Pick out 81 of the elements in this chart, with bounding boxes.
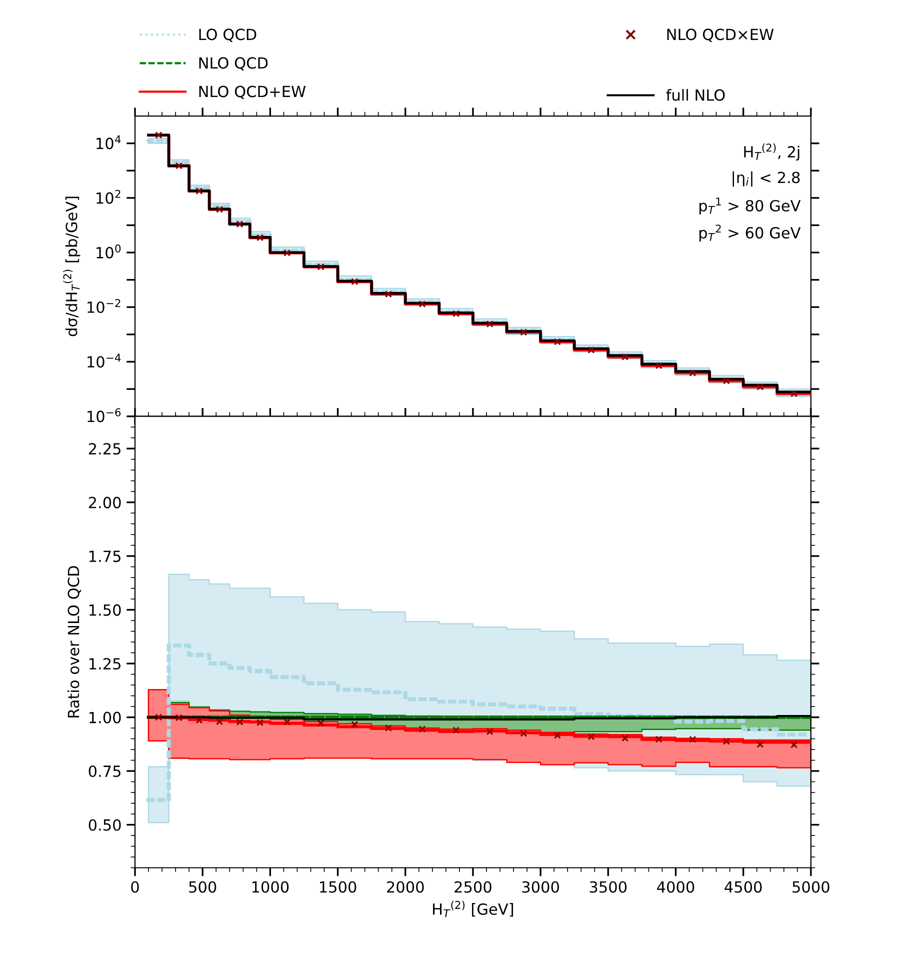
point <box>790 390 798 398</box>
point <box>655 362 662 370</box>
point <box>621 734 629 742</box>
x-tick-label: 4000 <box>657 881 694 893</box>
legend-label: NLO QCD×EW <box>667 28 774 42</box>
point <box>236 718 244 726</box>
point <box>175 714 183 722</box>
point <box>256 719 264 726</box>
x-axis-title: H$_{T}$$^{(2)}$ [GeV] <box>433 900 513 918</box>
point <box>554 338 562 346</box>
y-tick-label: 10$^{−2}$ <box>88 299 120 314</box>
y-tick-label: 1.25 <box>89 658 120 670</box>
point <box>452 310 460 318</box>
point <box>317 263 324 270</box>
x-tick-label: 0 <box>131 881 139 893</box>
point <box>554 732 562 739</box>
point <box>452 726 460 734</box>
point <box>418 300 426 308</box>
point <box>175 162 183 170</box>
point <box>283 718 291 726</box>
y-tick-label: 10$^{0}$ <box>96 244 121 258</box>
point <box>588 346 595 354</box>
y-tick-label: 10$^{2}$ <box>96 190 120 204</box>
point <box>722 738 730 745</box>
point <box>351 278 358 286</box>
y-tick-label: 10$^{4}$ <box>96 135 121 150</box>
legend-label: LO QCD <box>199 28 256 42</box>
x-tick-label: 500 <box>189 881 216 893</box>
annotation: H$_{T}$$^{(2)}$, 2j <box>744 143 800 161</box>
point <box>756 740 764 748</box>
point <box>689 369 696 376</box>
point <box>722 377 730 384</box>
point <box>196 187 203 195</box>
y-tick-label: 0.50 <box>88 819 121 831</box>
x-tick-label: 1500 <box>320 881 356 893</box>
point <box>689 736 696 744</box>
point <box>216 206 224 214</box>
y-tick-label: 0.75 <box>88 765 120 778</box>
y-tick-label: 10$^{−6}$ <box>88 408 121 422</box>
legend-label: NLO QCD+EW <box>199 86 306 100</box>
point <box>155 131 162 139</box>
y-tick-label: 1.75 <box>89 550 120 562</box>
x-tick-label: 2000 <box>387 881 424 893</box>
point <box>256 234 264 242</box>
point <box>520 328 528 336</box>
point <box>384 724 392 732</box>
point <box>756 383 764 390</box>
point <box>655 736 662 743</box>
point <box>236 220 244 228</box>
point <box>384 290 392 298</box>
y-tick-label: 10$^{−4}$ <box>88 354 121 368</box>
x-tick-label: 2500 <box>454 881 492 893</box>
x-tick-label: 3500 <box>590 881 627 893</box>
point <box>418 725 426 733</box>
point <box>486 320 494 328</box>
y-axis-title: dσ/dH$_{T}$$^{(2)}$ [pb/GeV] <box>63 196 80 336</box>
point <box>520 730 528 738</box>
y-tick-label: 1.00 <box>89 712 121 724</box>
annotation: p$_{T}$$^{1}$ > 80 GeV <box>699 198 801 214</box>
point <box>317 720 324 727</box>
point <box>486 728 494 736</box>
point <box>351 720 358 728</box>
point <box>621 353 629 361</box>
point <box>588 733 595 740</box>
y-axis-title: Ratio over NLO QCD <box>67 566 82 718</box>
point <box>216 718 224 726</box>
legend-label: full NLO <box>666 88 725 101</box>
y-tick-label: 1.50 <box>89 604 121 616</box>
annotation: |η$_{i}$| < 2.8 <box>732 171 800 187</box>
x-tick-label: 4500 <box>724 881 762 893</box>
legend-label: NLO QCD <box>199 57 268 70</box>
x-tick-label: 1000 <box>252 881 289 893</box>
x-tick-label: 3000 <box>522 881 559 893</box>
annotation: p$_{T}$$^{2}$ > 60 GeV <box>699 224 801 242</box>
point <box>790 741 798 748</box>
point <box>196 716 203 724</box>
y-tick-label: 2.25 <box>88 443 120 455</box>
y-tick-label: 2.00 <box>88 496 121 508</box>
point <box>155 714 162 721</box>
x-tick-label: 5000 <box>792 881 830 893</box>
point <box>283 249 291 256</box>
